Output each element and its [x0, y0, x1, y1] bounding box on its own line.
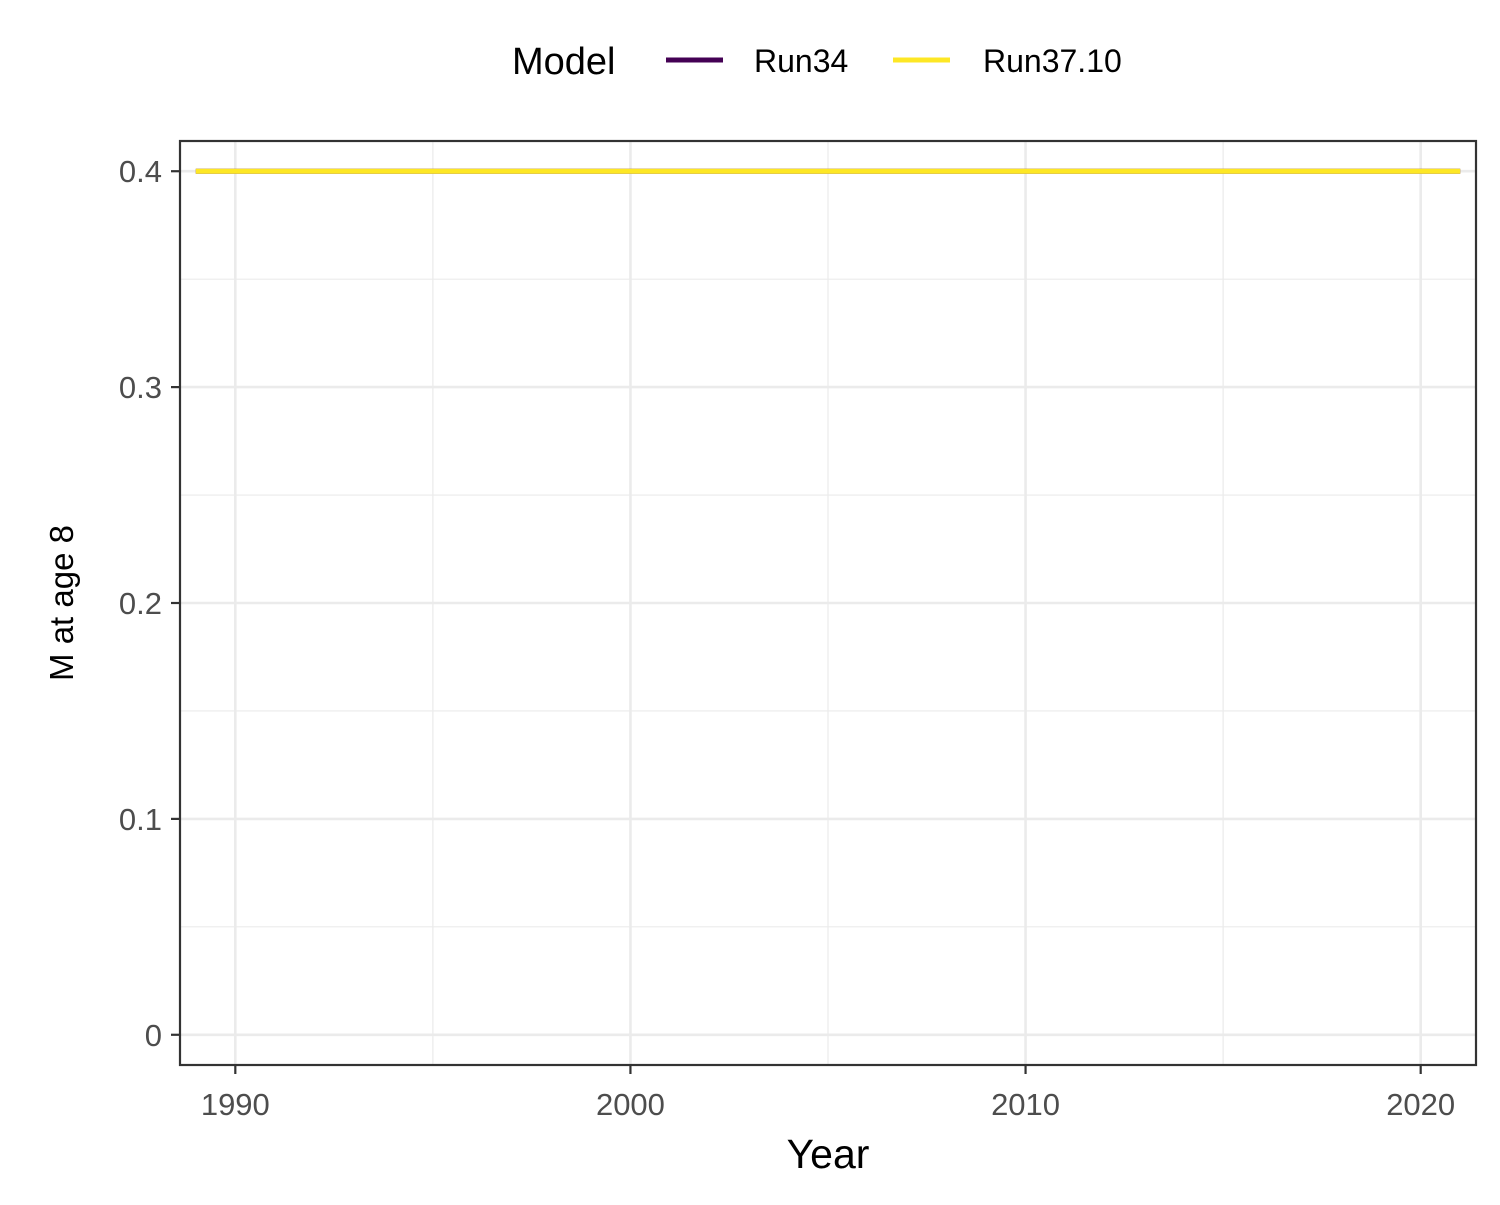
y-axis: 0 0.1 0.2 0.3 0.4	[119, 154, 180, 1053]
y-tick-label: 0.3	[119, 370, 162, 405]
y-tick-label: 0.2	[119, 586, 162, 621]
x-tick-label: 2020	[1386, 1087, 1455, 1122]
x-tick-label: 2010	[991, 1087, 1060, 1122]
x-axis-title: Year	[787, 1131, 870, 1177]
y-tick-label: 0.4	[119, 154, 162, 189]
y-axis-title: M at age 8	[43, 525, 80, 681]
legend-title: Model	[512, 41, 616, 83]
plot-panel	[178, 139, 1478, 1067]
x-axis: 1990 2000 2010 2020	[201, 1065, 1455, 1122]
legend-label-run37-10: Run37.10	[983, 43, 1122, 79]
y-tick-label: 0	[145, 1018, 162, 1053]
x-tick-label: 2000	[596, 1087, 665, 1122]
y-tick-label: 0.1	[119, 802, 162, 837]
legend: Model Run34 Run37.10	[512, 41, 1122, 83]
x-tick-label: 1990	[201, 1087, 270, 1122]
legend-label-run34: Run34	[754, 43, 848, 79]
